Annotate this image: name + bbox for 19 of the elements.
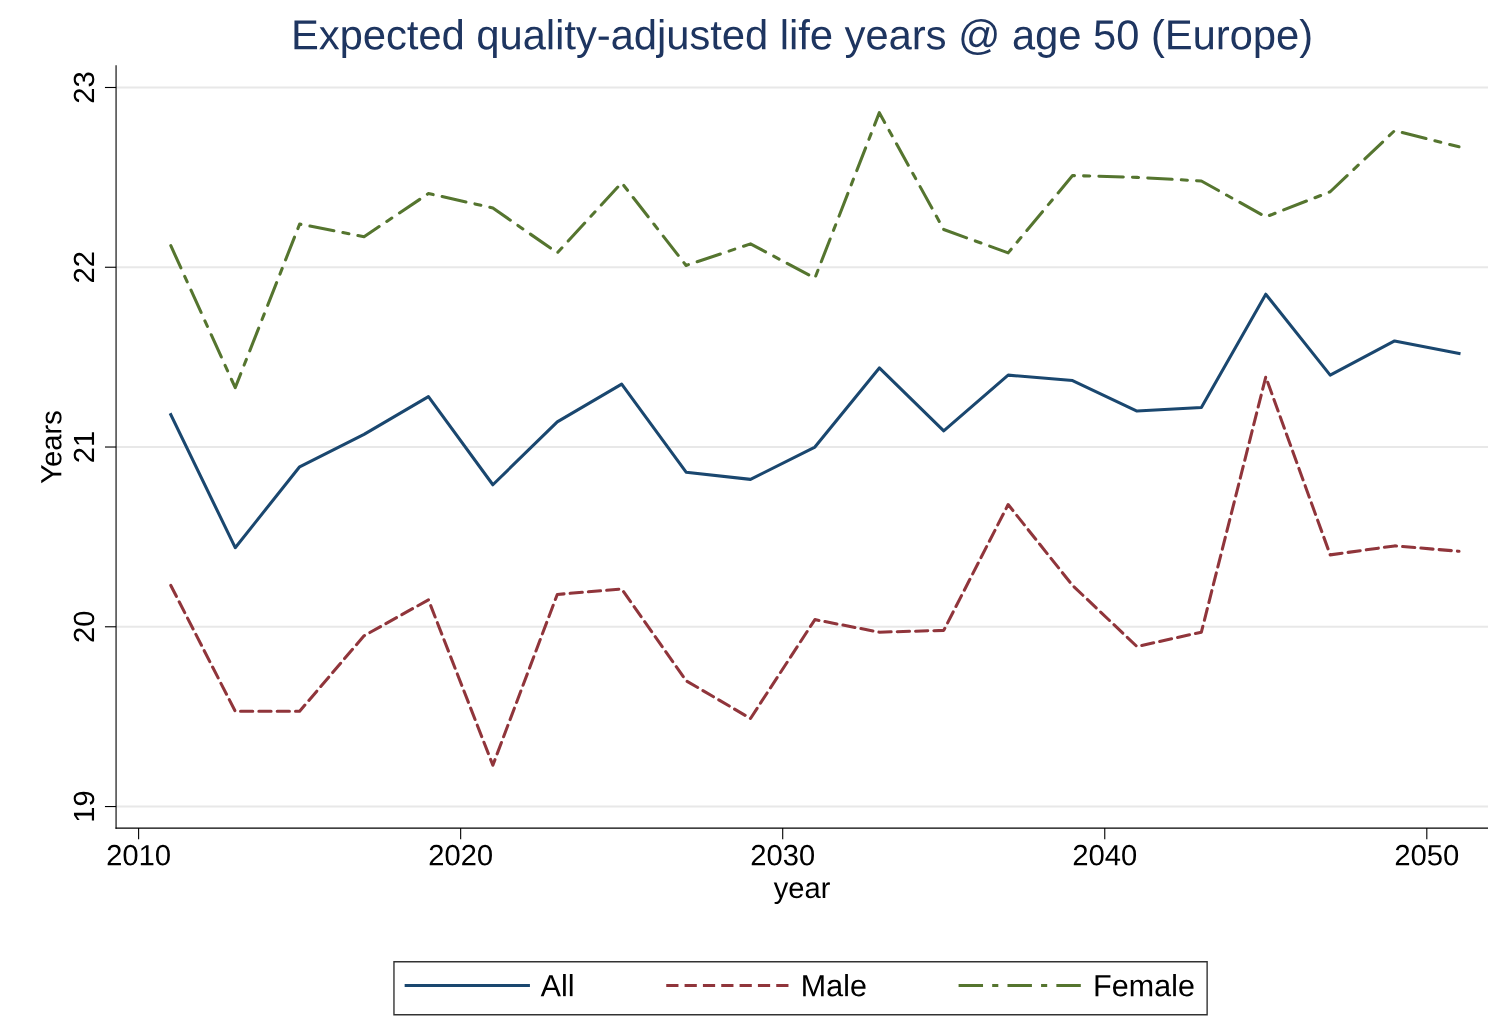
x-axis-title: year <box>773 882 830 905</box>
y-tick-label: 19 <box>73 791 95 821</box>
line-series <box>169 292 1461 550</box>
y-axis-title: Years <box>41 411 62 484</box>
y-tick-label: 23 <box>73 72 95 103</box>
x-tick-label: 2020 <box>429 844 492 866</box>
x-tick-label: 2040 <box>1073 844 1137 866</box>
x-tick-label: 2010 <box>107 844 170 866</box>
y-tick-label: 22 <box>73 252 95 283</box>
y-tick-label: 20 <box>73 611 95 642</box>
y-tick-label: 21 <box>73 432 95 462</box>
line-series <box>169 111 1461 390</box>
legend-label: Male <box>803 974 866 997</box>
legend-label: Female <box>1095 974 1194 997</box>
line-series <box>169 375 1461 767</box>
legend-label: All <box>540 974 573 997</box>
chart-title: Expected quality-adjusted life years @ age 50 (Europe) <box>294 19 1311 58</box>
x-tick-label: 2030 <box>751 844 815 866</box>
x-tick-label: 2050 <box>1395 844 1459 866</box>
